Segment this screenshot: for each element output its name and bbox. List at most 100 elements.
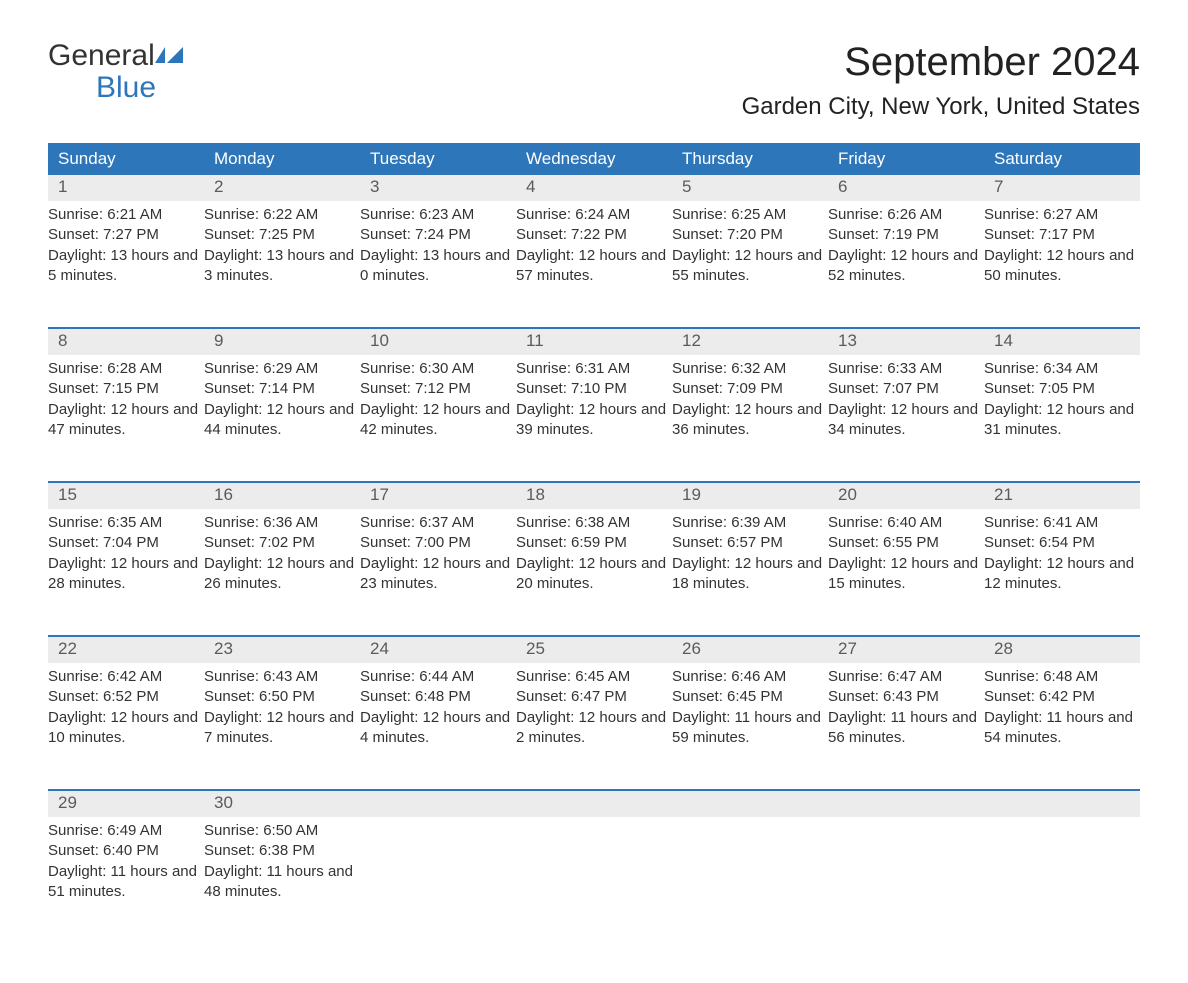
day-cell: [360, 817, 516, 943]
day-cell: [984, 817, 1140, 943]
day-content: Sunrise: 6:33 AMSunset: 7:07 PMDaylight:…: [828, 355, 984, 440]
day-cell: Sunrise: 6:47 AMSunset: 6:43 PMDaylight:…: [828, 663, 984, 790]
sunrise: Sunrise: 6:25 AM: [672, 205, 828, 225]
sunrise: Sunrise: 6:29 AM: [204, 359, 360, 379]
day-number: 18: [516, 482, 672, 509]
day-cell: Sunrise: 6:31 AMSunset: 7:10 PMDaylight:…: [516, 355, 672, 482]
sunset: Sunset: 7:12 PM: [360, 379, 516, 399]
day-cell: Sunrise: 6:33 AMSunset: 7:07 PMDaylight:…: [828, 355, 984, 482]
col-saturday: Saturday: [984, 143, 1140, 175]
daylight: Daylight: 12 hours and 7 minutes.: [204, 708, 360, 749]
day-content: Sunrise: 6:26 AMSunset: 7:19 PMDaylight:…: [828, 201, 984, 286]
day-number: [672, 790, 828, 817]
day-number: 14: [984, 328, 1140, 355]
day-number-row: 2930: [48, 790, 1140, 817]
sunrise: Sunrise: 6:42 AM: [48, 667, 204, 687]
daylight: Daylight: 11 hours and 48 minutes.: [204, 862, 360, 903]
col-tuesday: Tuesday: [360, 143, 516, 175]
daylight: Daylight: 11 hours and 54 minutes.: [984, 708, 1140, 749]
daylight: Daylight: 13 hours and 5 minutes.: [48, 246, 204, 287]
day-content: Sunrise: 6:42 AMSunset: 6:52 PMDaylight:…: [48, 663, 204, 748]
daylight: Daylight: 12 hours and 52 minutes.: [828, 246, 984, 287]
day-number: [516, 790, 672, 817]
daylight: Daylight: 12 hours and 42 minutes.: [360, 400, 516, 441]
col-monday: Monday: [204, 143, 360, 175]
day-number: 23: [204, 636, 360, 663]
sunrise: Sunrise: 6:31 AM: [516, 359, 672, 379]
day-cell: Sunrise: 6:42 AMSunset: 6:52 PMDaylight:…: [48, 663, 204, 790]
day-content: Sunrise: 6:47 AMSunset: 6:43 PMDaylight:…: [828, 663, 984, 748]
day-content: Sunrise: 6:28 AMSunset: 7:15 PMDaylight:…: [48, 355, 204, 440]
daylight: Daylight: 11 hours and 51 minutes.: [48, 862, 204, 903]
col-thursday: Thursday: [672, 143, 828, 175]
day-content: Sunrise: 6:46 AMSunset: 6:45 PMDaylight:…: [672, 663, 828, 748]
sunrise: Sunrise: 6:21 AM: [48, 205, 204, 225]
day-content: Sunrise: 6:41 AMSunset: 6:54 PMDaylight:…: [984, 509, 1140, 594]
day-cell: [672, 817, 828, 943]
day-number-row: 1234567: [48, 175, 1140, 201]
sunset: Sunset: 7:19 PM: [828, 225, 984, 245]
day-cell: Sunrise: 6:40 AMSunset: 6:55 PMDaylight:…: [828, 509, 984, 636]
sunrise: Sunrise: 6:49 AM: [48, 821, 204, 841]
sunset: Sunset: 7:07 PM: [828, 379, 984, 399]
day-number-row: 15161718192021: [48, 482, 1140, 509]
daylight: Daylight: 12 hours and 55 minutes.: [672, 246, 828, 287]
day-number: 20: [828, 482, 984, 509]
month-title: September 2024: [742, 40, 1140, 85]
sunset: Sunset: 7:10 PM: [516, 379, 672, 399]
daylight: Daylight: 12 hours and 23 minutes.: [360, 554, 516, 595]
day-cell: Sunrise: 6:23 AMSunset: 7:24 PMDaylight:…: [360, 201, 516, 328]
sunset: Sunset: 7:14 PM: [204, 379, 360, 399]
sunset: Sunset: 6:43 PM: [828, 687, 984, 707]
daylight: Daylight: 13 hours and 0 minutes.: [360, 246, 516, 287]
sunrise: Sunrise: 6:24 AM: [516, 205, 672, 225]
sunrise: Sunrise: 6:39 AM: [672, 513, 828, 533]
sunrise: Sunrise: 6:32 AM: [672, 359, 828, 379]
day-number: 10: [360, 328, 516, 355]
daylight: Daylight: 13 hours and 3 minutes.: [204, 246, 360, 287]
day-cell: Sunrise: 6:35 AMSunset: 7:04 PMDaylight:…: [48, 509, 204, 636]
day-number: 26: [672, 636, 828, 663]
day-number: 24: [360, 636, 516, 663]
sunrise: Sunrise: 6:50 AM: [204, 821, 360, 841]
day-cell: Sunrise: 6:27 AMSunset: 7:17 PMDaylight:…: [984, 201, 1140, 328]
sunrise: Sunrise: 6:44 AM: [360, 667, 516, 687]
logo-flag-icon: [155, 40, 185, 72]
day-cell: Sunrise: 6:36 AMSunset: 7:02 PMDaylight:…: [204, 509, 360, 636]
sunset: Sunset: 7:17 PM: [984, 225, 1140, 245]
daylight: Daylight: 12 hours and 39 minutes.: [516, 400, 672, 441]
day-content: Sunrise: 6:21 AMSunset: 7:27 PMDaylight:…: [48, 201, 204, 286]
sunrise: Sunrise: 6:26 AM: [828, 205, 984, 225]
day-number: 21: [984, 482, 1140, 509]
calendar-body: 1234567Sunrise: 6:21 AMSunset: 7:27 PMDa…: [48, 175, 1140, 943]
day-content: Sunrise: 6:34 AMSunset: 7:05 PMDaylight:…: [984, 355, 1140, 440]
day-cell: Sunrise: 6:49 AMSunset: 6:40 PMDaylight:…: [48, 817, 204, 943]
daylight: Daylight: 12 hours and 18 minutes.: [672, 554, 828, 595]
daylight: Daylight: 12 hours and 31 minutes.: [984, 400, 1140, 441]
day-cell: Sunrise: 6:50 AMSunset: 6:38 PMDaylight:…: [204, 817, 360, 943]
day-content: Sunrise: 6:39 AMSunset: 6:57 PMDaylight:…: [672, 509, 828, 594]
day-number: 7: [984, 175, 1140, 201]
sunset: Sunset: 6:59 PM: [516, 533, 672, 553]
day-content: Sunrise: 6:25 AMSunset: 7:20 PMDaylight:…: [672, 201, 828, 286]
sunrise: Sunrise: 6:37 AM: [360, 513, 516, 533]
day-cell: Sunrise: 6:30 AMSunset: 7:12 PMDaylight:…: [360, 355, 516, 482]
day-number-row: 891011121314: [48, 328, 1140, 355]
sunset: Sunset: 6:48 PM: [360, 687, 516, 707]
day-cell: Sunrise: 6:44 AMSunset: 6:48 PMDaylight:…: [360, 663, 516, 790]
day-header-row: Sunday Monday Tuesday Wednesday Thursday…: [48, 143, 1140, 175]
day-number: 5: [672, 175, 828, 201]
sunrise: Sunrise: 6:40 AM: [828, 513, 984, 533]
day-number: 19: [672, 482, 828, 509]
daylight: Daylight: 11 hours and 56 minutes.: [828, 708, 984, 749]
day-cell: Sunrise: 6:41 AMSunset: 6:54 PMDaylight:…: [984, 509, 1140, 636]
location: Garden City, New York, United States: [742, 93, 1140, 121]
week-content-row: Sunrise: 6:21 AMSunset: 7:27 PMDaylight:…: [48, 201, 1140, 328]
day-number: 6: [828, 175, 984, 201]
day-number: [360, 790, 516, 817]
sunrise: Sunrise: 6:47 AM: [828, 667, 984, 687]
week-content-row: Sunrise: 6:35 AMSunset: 7:04 PMDaylight:…: [48, 509, 1140, 636]
day-number: 12: [672, 328, 828, 355]
week-content-row: Sunrise: 6:42 AMSunset: 6:52 PMDaylight:…: [48, 663, 1140, 790]
calendar-table: Sunday Monday Tuesday Wednesday Thursday…: [48, 143, 1140, 943]
